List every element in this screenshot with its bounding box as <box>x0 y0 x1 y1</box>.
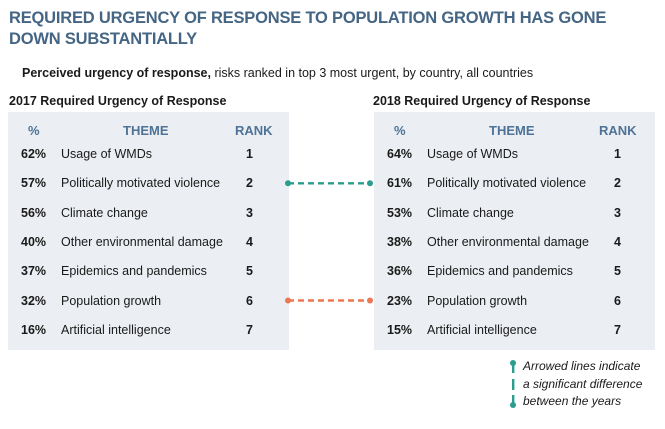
row-rank: 2 <box>614 176 621 191</box>
row-pct: 62% <box>21 147 47 161</box>
connector-start-dot <box>285 297 291 304</box>
row-pct: 37% <box>21 264 47 279</box>
arrow-bottom-icon <box>510 395 516 409</box>
table-row: 23% Population growth 6 <box>374 291 655 311</box>
row-theme: Epidemics and pandemics <box>61 264 207 279</box>
row-pct: 57% <box>21 176 47 191</box>
table-row: 36% Epidemics and pandemics 5 <box>374 261 655 281</box>
row-theme: Population growth <box>61 293 162 308</box>
row-pct: 64% <box>387 147 413 161</box>
row-rank: 4 <box>246 234 253 249</box>
col-header-pct: % <box>394 123 406 138</box>
row-rank: 5 <box>246 264 253 279</box>
table-row: 16% Artificial intelligence 7 <box>8 320 289 340</box>
row-theme: Epidemics and pandemics <box>427 264 573 279</box>
row-pct: 40% <box>21 234 47 249</box>
table-row: 37% Epidemics and pandemics 5 <box>8 261 289 281</box>
row-rank: 2 <box>246 176 253 191</box>
row-pct: 32% <box>21 293 47 308</box>
table-2018: % THEME RANK 64% Usage of WMDs 1 61% Politic… <box>374 112 655 350</box>
arrow-top-icon <box>510 360 516 374</box>
table-2017: % THEME RANK 62% Usage of WMDs 1 57% Politic… <box>8 112 289 350</box>
chart-title: REQUIRED URGENCY OF RESPONSE TO POPULATI… <box>9 9 607 48</box>
row-rank: 7 <box>614 322 621 337</box>
row-rank: 3 <box>246 205 253 220</box>
table-row: 61% Politically motivated violence 2 <box>374 173 655 193</box>
table-row: 57% Politically motivated violence 2 <box>8 173 289 193</box>
row-theme: Artificial intelligence <box>61 322 171 337</box>
table-row: 64% Usage of WMDs 1 <box>374 144 655 164</box>
legend-line-3: between the years <box>509 393 642 411</box>
row-pct: 16% <box>21 322 47 337</box>
table-row: 62% Usage of WMDs 1 <box>8 144 289 164</box>
row-rank: 4 <box>614 234 621 249</box>
table-row: 32% Population growth 6 <box>8 291 289 311</box>
col-header-theme: THEME <box>489 123 535 138</box>
row-rank: 1 <box>614 147 621 161</box>
row-rank: 5 <box>614 264 621 279</box>
row-theme: Politically motivated violence <box>427 176 587 191</box>
connector-end-dot <box>367 180 373 187</box>
row-rank: 6 <box>614 293 621 308</box>
row-rank: 7 <box>246 322 253 337</box>
row-pct: 53% <box>387 205 413 220</box>
row-rank: 1 <box>246 147 253 161</box>
row-theme: Climate change <box>427 205 514 220</box>
row-pct: 61% <box>387 176 413 191</box>
row-pct: 23% <box>387 293 413 308</box>
legend-text-2: a significant difference <box>523 376 643 391</box>
table-row: 38% Other environmental damage 4 <box>374 232 655 252</box>
row-theme: Other environmental damage <box>61 234 223 249</box>
line-segment-icon <box>512 378 515 390</box>
row-theme: Population growth <box>427 293 528 308</box>
significance-connector <box>285 180 373 187</box>
significance-connector <box>285 297 373 304</box>
legend: Arrowed lines indicate a significant dif… <box>509 358 642 411</box>
table-row: 56% Climate change 3 <box>8 203 289 223</box>
col-header-theme: THEME <box>123 123 169 138</box>
row-rank: 3 <box>614 205 621 220</box>
col-header-rank: RANK <box>235 123 273 138</box>
chart-subtitle: Perceived urgency of response, risks ran… <box>22 66 533 80</box>
row-pct: 36% <box>387 264 413 279</box>
legend-text-1: Arrowed lines indicate <box>523 359 641 373</box>
row-theme: Usage of WMDs <box>427 147 518 161</box>
col-header-rank: RANK <box>599 123 637 138</box>
subtitle-bold: Perceived urgency of response, <box>22 66 211 80</box>
row-theme: Usage of WMDs <box>61 147 152 161</box>
legend-text-3: between the years <box>523 394 622 408</box>
row-pct: 56% <box>21 205 47 220</box>
table-row: 40% Other environmental damage 4 <box>8 232 289 252</box>
table-row: 15% Artificial intelligence 7 <box>374 320 655 340</box>
row-rank: 6 <box>246 293 253 308</box>
row-theme: Climate change <box>61 205 148 220</box>
connector-start-dot <box>285 180 291 187</box>
legend-line-1: Arrowed lines indicate <box>509 358 642 376</box>
row-theme: Politically motivated violence <box>61 176 221 191</box>
row-theme: Other environmental damage <box>427 234 589 249</box>
table-2018-title: 2018 Required Urgency of Response <box>373 94 591 108</box>
col-header-pct: % <box>28 123 40 138</box>
subtitle-rest: risks ranked in top 3 most urgent, by co… <box>210 66 534 80</box>
row-theme: Artificial intelligence <box>427 322 537 337</box>
row-pct: 15% <box>387 322 413 337</box>
table-row: 53% Climate change 3 <box>374 203 655 223</box>
table-2017-title: 2017 Required Urgency of Response <box>9 94 227 108</box>
legend-line-2: a significant difference <box>509 376 642 394</box>
row-pct: 38% <box>387 234 413 249</box>
connector-end-dot <box>367 297 373 304</box>
